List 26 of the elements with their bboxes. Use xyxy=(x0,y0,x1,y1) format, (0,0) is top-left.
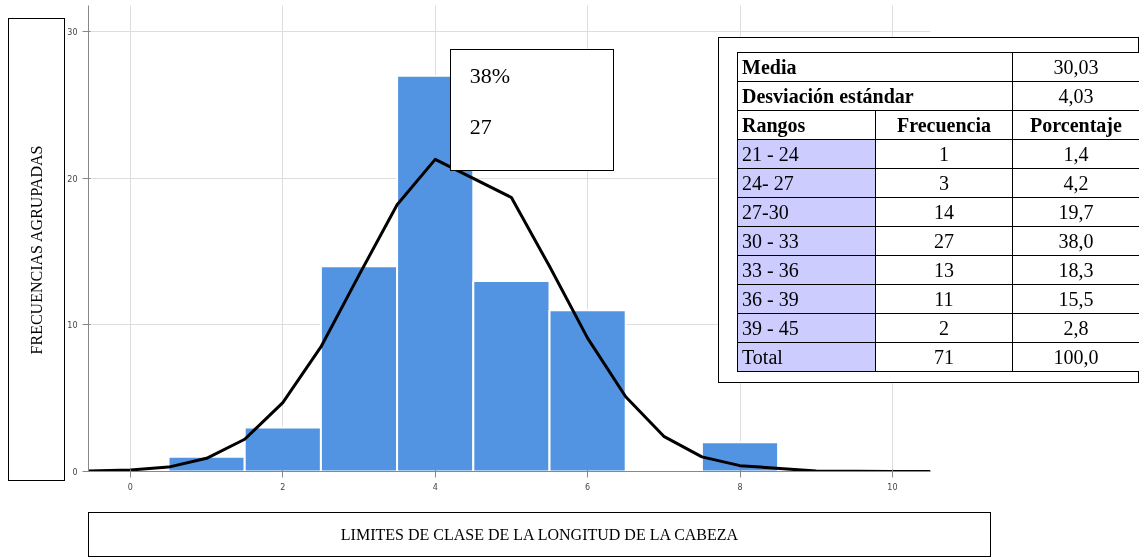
table-cell: 24- 27 xyxy=(737,168,876,198)
table-cell: 33 - 36 xyxy=(737,255,876,285)
y-tick-label: 0 xyxy=(72,468,78,477)
y-tick-label: 20 xyxy=(67,174,78,184)
xlabel-box: LIMITES DE CLASE DE LA LONGITUD DE LA CABEZA xyxy=(88,512,991,557)
y-tick-label: 30 xyxy=(67,28,78,38)
ylabel-box: FRECUENCIAS AGRUPADAS xyxy=(8,18,65,481)
table-cell: 36 - 39 xyxy=(737,284,876,314)
note: 38% xyxy=(469,63,511,90)
table-cell: 27-30 xyxy=(737,197,876,227)
x-tick-label: 2 xyxy=(280,482,286,492)
table-cell: Total xyxy=(737,342,876,372)
table-cell: Media xyxy=(737,52,1013,82)
x-tick-label: 4 xyxy=(432,482,438,492)
table-cell: 21 - 24 xyxy=(737,139,876,169)
x-tick-label: 10 xyxy=(887,482,898,492)
table-cell: 30,03 xyxy=(1012,52,1139,82)
x-tick-label: 6 xyxy=(585,482,591,492)
y-tick-label: 10 xyxy=(67,321,78,331)
y-axis-title: FRECUENCIAS AGRUPADAS xyxy=(28,145,46,355)
table-cell: 39 - 45 xyxy=(737,313,876,343)
x-tick-label: 0 xyxy=(127,482,133,492)
note: 27 xyxy=(469,114,492,141)
table-cell: 30 - 33 xyxy=(737,226,876,256)
table-cell: 100,0 xyxy=(1012,342,1139,372)
x-tick-label: 8 xyxy=(737,482,743,492)
